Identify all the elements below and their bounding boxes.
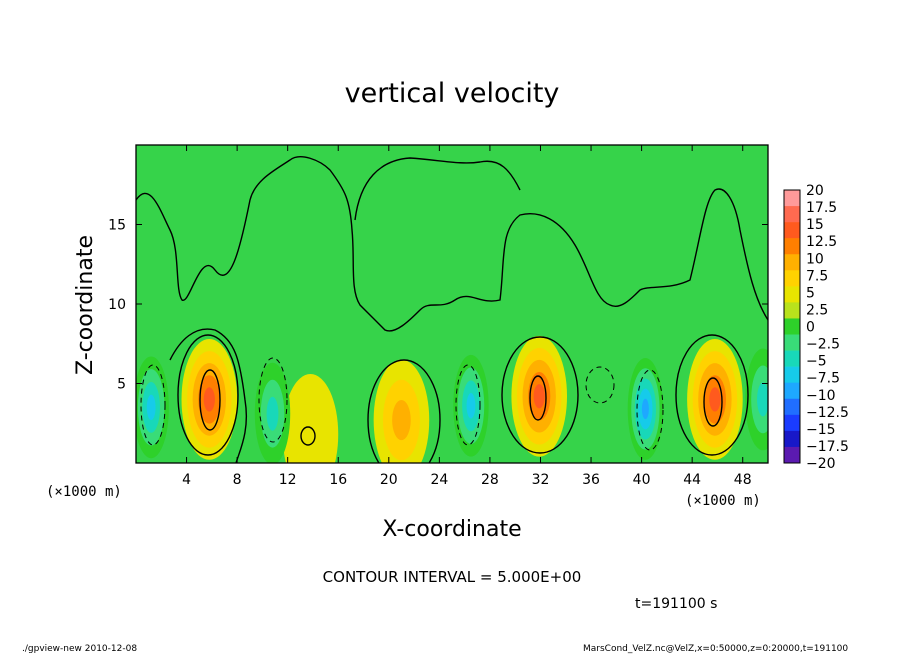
colorbar-label: 10 (806, 251, 824, 267)
contour-ring-1 (177, 334, 239, 456)
x-tick-label: 28 (481, 472, 499, 488)
y-tick-label: 15 (108, 218, 126, 234)
time-text: t=191100 s (635, 596, 717, 612)
colorbar-swatch (784, 254, 800, 271)
zero-contour-lines (136, 156, 768, 463)
colorbar-swatch (784, 334, 800, 351)
colorbar-swatch (784, 302, 800, 319)
velocity-blob-9-2 (757, 382, 768, 417)
velocity-blob-5-3 (146, 394, 156, 421)
x-axis: 4 8 12 16 20 24 28 32 36 40 44 48 (182, 145, 752, 488)
velocity-blob-7-3 (466, 393, 476, 419)
y-axis: 5 10 15 (108, 218, 768, 393)
velocity-blob-8-4 (641, 398, 649, 420)
contour-ring-5 (300, 426, 316, 446)
chart-title: vertical velocity (345, 78, 560, 109)
colorbar-label: 2.5 (806, 302, 828, 318)
colorbar-label: 0 (806, 320, 815, 336)
y-axis-label: Z-coordinate (73, 235, 98, 375)
colorbar-swatch (784, 270, 800, 287)
zero-contour-lower (169, 328, 248, 463)
negative-contour-lines (140, 357, 664, 451)
neg-contour-5 (585, 366, 615, 404)
colorbar-swatch (784, 222, 800, 239)
contour-ring-4 (675, 334, 749, 456)
colorbar-label: −12.5 (806, 405, 849, 421)
x-tick-label: 24 (430, 472, 448, 488)
velocity-blob-0-4 (203, 387, 215, 412)
colorbar-swatch (784, 190, 800, 207)
footer-right: MarsCond_VelZ.nc@VelZ,x=0:50000,z=0:2000… (583, 644, 848, 654)
contour-ring-2 (367, 359, 441, 463)
x-unit-right: (×1000 m) (685, 493, 761, 509)
colorbar-swatch (784, 318, 800, 335)
velocity-blob-1-0 (282, 373, 339, 463)
x-tick-label: 36 (582, 472, 600, 488)
velocity-field (136, 335, 768, 463)
x-tick-label: 40 (633, 472, 651, 488)
contour-core-1 (199, 369, 221, 431)
x-tick-label: 20 (380, 472, 398, 488)
colorbar-swatch (784, 350, 800, 367)
colorbar-label: 7.5 (806, 268, 828, 284)
velocity-blob-2-2 (392, 399, 411, 441)
colorbar-swatch (784, 446, 800, 464)
colorbar-swatch (784, 430, 800, 448)
colorbar-label: 20 (806, 183, 824, 199)
x-tick-label: 4 (182, 472, 191, 488)
velocity-blob-3-4 (533, 384, 545, 409)
colorbar-swatch (784, 206, 800, 223)
colorbar-label: 15 (806, 217, 824, 233)
x-tick-label: 8 (233, 472, 242, 488)
zero-contour-main (136, 156, 768, 332)
colorbar-swatch (784, 286, 800, 303)
colorbar-label: 12.5 (806, 234, 837, 250)
y-tick-label: 5 (117, 377, 126, 393)
colorbar-label: −17.5 (806, 439, 849, 455)
plot-area (136, 145, 768, 463)
neg-contour-4 (636, 369, 664, 451)
x-unit-left: (×1000 m) (46, 484, 122, 500)
neg-contour-1 (140, 364, 166, 446)
colorbar-swatch (784, 414, 800, 432)
neg-contour-3 (455, 364, 481, 446)
footer-left: ./gpview-new 2010-12-08 (22, 644, 137, 654)
colorbar-label: −10 (806, 388, 836, 404)
colorbar-frame (783, 189, 801, 464)
colorbar-swatch (784, 366, 800, 384)
x-tick-label: 32 (532, 472, 550, 488)
colorbar-swatch (784, 238, 800, 255)
colorbar-label: −7.5 (806, 371, 840, 387)
x-tick-label: 48 (734, 472, 752, 488)
colorbar-label: −5 (806, 354, 827, 370)
y-tick-label: 10 (108, 297, 126, 313)
velocity-blob-6-2 (266, 396, 279, 431)
velocity-blob-4-4 (709, 387, 721, 412)
contour-interval-text: CONTOUR INTERVAL = 5.000E+00 (323, 568, 582, 586)
x-tick-label: 12 (279, 472, 297, 488)
colorbar-swatch (784, 398, 800, 416)
neg-contour-2 (258, 357, 288, 443)
contour-core-2 (529, 375, 547, 421)
colorbar-label: −2.5 (806, 337, 840, 353)
x-tick-label: 44 (683, 472, 701, 488)
contour-ring-3 (501, 336, 579, 454)
contour-core-3 (703, 377, 723, 427)
colorbar-swatch (784, 382, 800, 400)
colorbar-label: −20 (806, 456, 836, 472)
zero-contour-upper (354, 157, 521, 221)
x-tick-label: 16 (329, 472, 347, 488)
colorbar-label: −15 (806, 422, 836, 438)
colorbar-label: 5 (806, 285, 815, 301)
colorbar-label: 17.5 (806, 200, 837, 216)
x-axis-label: X-coordinate (382, 517, 521, 542)
